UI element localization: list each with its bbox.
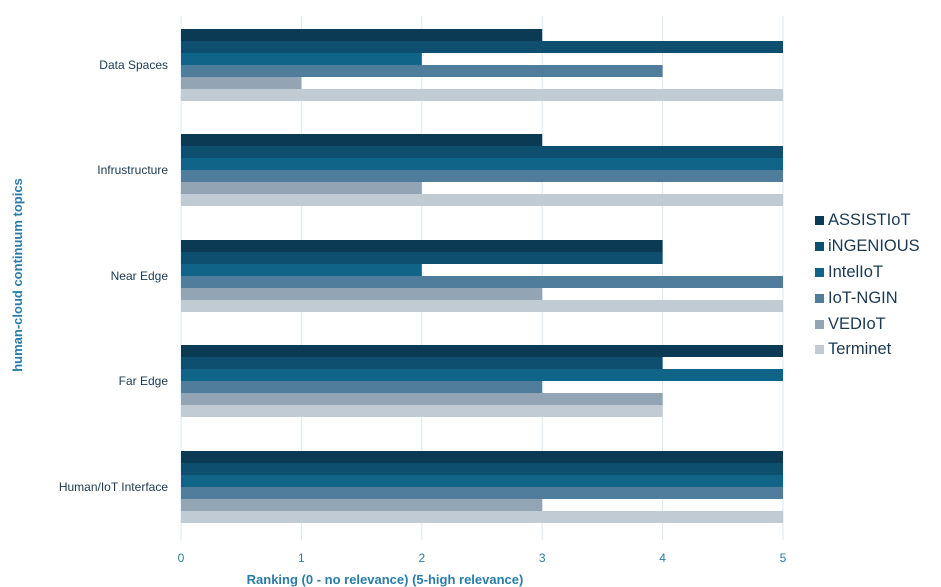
legend-label: ASSISTIoT <box>828 211 911 230</box>
legend-item: IoT-NGIN <box>815 285 920 311</box>
bar-IoT-NGIN-Far-Edge <box>181 381 543 393</box>
legend-swatch <box>815 319 824 329</box>
bar-IntelIoT-Human-IoT-Interface <box>181 475 783 487</box>
legend-swatch <box>815 216 824 226</box>
bar-VEDIoT-Far-Edge <box>181 393 663 405</box>
x-tick-label-1: 1 <box>298 551 305 565</box>
bar-ASSISTIoT-Far-Edge <box>181 345 783 357</box>
legend-swatch <box>815 267 824 277</box>
bar-IntelIoT-Data-Spaces <box>181 53 422 65</box>
bar-iNGENIOUS-Data-Spaces <box>181 41 783 53</box>
category-label: Infrustructure <box>97 163 168 177</box>
category-label: Human/IoT Interface <box>59 480 168 494</box>
x-tick-labels: 0 1 2 3 4 5 <box>178 551 787 565</box>
legend-swatch <box>815 293 824 303</box>
category-label: Data Spaces <box>99 58 168 72</box>
category-labels: Data Spaces Infrustructure Near Edge Far Ed… <box>59 58 168 494</box>
bar-Terminet-Far-Edge <box>181 405 663 417</box>
bar-IoT-NGIN-Infrustructure <box>181 170 783 182</box>
bar-Terminet-Near-Edge <box>181 300 783 312</box>
bar-IoT-NGIN-Human-IoT-Interface <box>181 487 783 499</box>
bar-iNGENIOUS-Infrustructure <box>181 146 783 158</box>
legend-label: VEDIoT <box>828 314 886 333</box>
bars <box>181 29 783 523</box>
bar-Terminet-Human-IoT-Interface <box>181 511 783 523</box>
legend-item: ASSISTIoT <box>815 208 920 234</box>
bar-IoT-NGIN-Data-Spaces <box>181 65 663 77</box>
bar-IoT-NGIN-Near-Edge <box>181 276 783 288</box>
category-label: Far Edge <box>119 374 169 388</box>
category-label: Near Edge <box>111 269 169 283</box>
bar-Terminet-Data-Spaces <box>181 89 783 101</box>
x-tick-label-0: 0 <box>178 551 185 565</box>
bar-iNGENIOUS-Near-Edge <box>181 252 663 264</box>
bar-IntelIoT-Far-Edge <box>181 369 783 381</box>
bar-VEDIoT-Human-IoT-Interface <box>181 499 543 511</box>
legend-item: IntelIoT <box>815 260 920 286</box>
bar-VEDIoT-Infrustructure <box>181 182 422 194</box>
x-tick-label-5: 5 <box>780 551 787 565</box>
legend-label: IoT-NGIN <box>828 288 898 307</box>
legend: ASSISTIoT iNGENIOUS IntelIoT IoT-NGIN VEDIoT… <box>815 208 920 363</box>
x-tick-label-4: 4 <box>659 551 666 565</box>
bar-iNGENIOUS-Human-IoT-Interface <box>181 463 783 475</box>
legend-label: iNGENIOUS <box>828 237 920 256</box>
bar-VEDIoT-Data-Spaces <box>181 77 302 89</box>
legend-item: Terminet <box>815 337 920 363</box>
bar-iNGENIOUS-Far-Edge <box>181 357 663 369</box>
legend-label: Terminet <box>828 340 892 359</box>
bar-IntelIoT-Near-Edge <box>181 264 422 276</box>
bar-Terminet-Infrustructure <box>181 194 783 206</box>
bar-ASSISTIoT-Human-IoT-Interface <box>181 451 783 463</box>
bar-ASSISTIoT-Data-Spaces <box>181 29 543 41</box>
legend-item: iNGENIOUS <box>815 234 920 260</box>
x-tick-label-3: 3 <box>539 551 546 565</box>
bar-ASSISTIoT-Near-Edge <box>181 240 663 252</box>
legend-item: VEDIoT <box>815 311 920 337</box>
legend-label: IntelIoT <box>828 262 884 281</box>
bar-VEDIoT-Near-Edge <box>181 288 543 300</box>
legend-swatch <box>815 345 824 355</box>
legend-swatch <box>815 242 824 252</box>
y-axis-title: human-cloud continuum topics <box>10 178 25 372</box>
bar-ASSISTIoT-Infrustructure <box>181 134 543 146</box>
bar-IntelIoT-Infrustructure <box>181 158 783 170</box>
x-axis-title: Ranking (0 - no relevance) (5-high relev… <box>247 572 524 587</box>
x-tick-label-2: 2 <box>418 551 425 565</box>
